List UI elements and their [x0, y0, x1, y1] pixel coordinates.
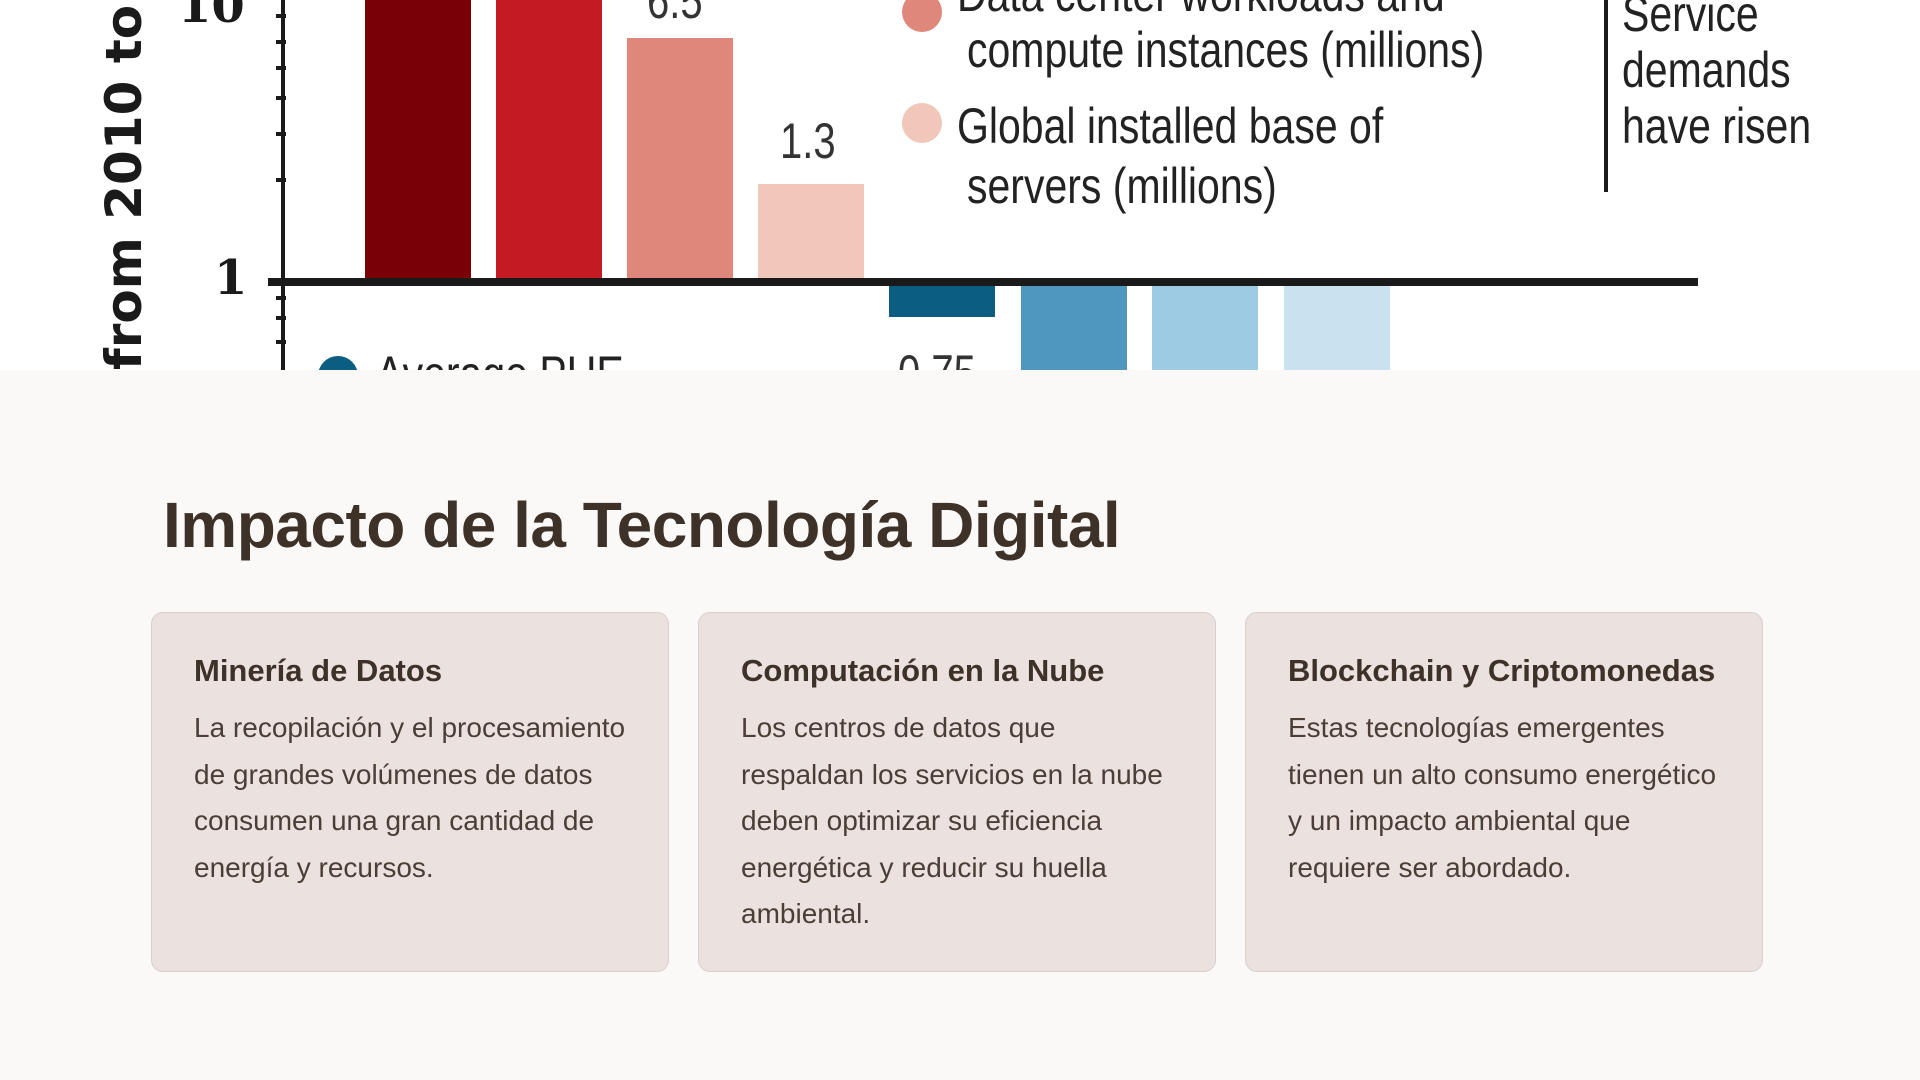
y-axis-line [281, 0, 285, 370]
minor-tick [276, 316, 286, 320]
card-blockchain: Blockchain y Criptomonedas Estas tecnolo… [1245, 612, 1763, 972]
card-body: Estas tecnologías emergentes tienen un a… [1288, 712, 1717, 883]
bar-red-4 [758, 184, 864, 280]
bar-label-0-75: 0.75 [898, 344, 976, 370]
minor-tick [276, 340, 286, 344]
card-title: Minería de Datos [194, 653, 443, 688]
legend-workloads-line-2: compute instances (millions) [967, 22, 1485, 78]
bar-label-1-3: 1.3 [780, 113, 836, 169]
bar-label-6-5: 6.5 [647, 0, 703, 29]
annotation-divider [1604, 0, 1608, 192]
minor-tick [276, 178, 286, 182]
minor-tick [276, 296, 286, 300]
card-data-mining: Minería de Datos La recopilación y el pr… [151, 612, 669, 972]
legend-dot-pue [318, 356, 358, 370]
y-axis-label: from 2010 to 201 [95, 0, 153, 370]
chart-baseline [268, 278, 1698, 286]
y-tick-1: 1 [214, 250, 248, 306]
legend-servers-line-2: servers (millions) [967, 158, 1277, 214]
minor-tick [276, 66, 286, 70]
minor-tick [276, 96, 286, 100]
bar-red-2 [496, 0, 602, 280]
card-title: Computación en la Nube [741, 653, 1105, 688]
bar-blue-4 [1284, 284, 1390, 370]
y-tick-10: 10 [178, 0, 245, 34]
minor-tick [276, 14, 286, 18]
cards-row: Minería de Datos La recopilación y el pr… [151, 612, 1763, 972]
bar-blue-3 [1152, 284, 1258, 370]
annotation-text: Service demands have risen [1622, 0, 1812, 154]
card-body: Los centros de datos que respaldan los s… [741, 712, 1163, 929]
bar-red-3 [627, 38, 733, 280]
legend-workloads-line-1: Data center workloads and [957, 0, 1445, 24]
card-body: La recopilación y el procesamiento de gr… [194, 712, 626, 883]
chart-image: from 2010 to 201 10 1 6.5 1.3 0.75 Data … [0, 0, 1920, 370]
card-title: Blockchain y Criptomonedas [1288, 653, 1716, 688]
bar-blue-1 [889, 284, 995, 317]
bar-red-1 [365, 0, 471, 280]
bar-blue-2 [1021, 284, 1127, 370]
page-title: Impacto de la Tecnología Digital [163, 489, 1121, 561]
legend-dot-workloads [902, 0, 942, 32]
card-cloud-computing: Computación en la Nube Los centros de da… [698, 612, 1216, 972]
legend-dot-servers [902, 103, 942, 143]
legend-servers-line-1: Global installed base of [957, 98, 1384, 154]
legend-pue: Average PUE [376, 344, 624, 370]
minor-tick [276, 40, 286, 44]
minor-tick [276, 132, 286, 136]
